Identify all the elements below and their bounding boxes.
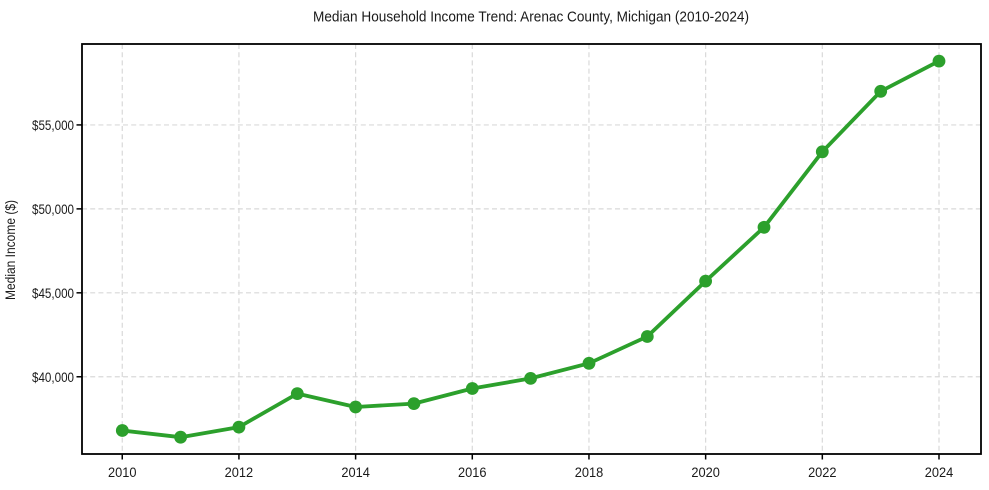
y-axis-label: Median Income ($) [3,200,18,300]
y-tick-labels: $40,000 $45,000 $50,000 $55,000 [32,118,74,385]
data-point-2022 [815,145,829,159]
x-tick-label-2010: 2010 [108,465,137,480]
y-tick-label-45000: $45,000 [32,286,74,301]
data-point-2018 [582,356,596,370]
data-point-2011 [174,430,188,444]
data-point-2013 [290,387,304,400]
x-tick-labels: 2010 2012 2014 2016 2018 2020 2022 2024 [108,465,954,480]
x-tick-label-2014: 2014 [341,465,370,480]
gridlines [82,44,981,454]
x-tick-label-2024: 2024 [925,465,954,480]
x-tick-label-2020: 2020 [691,465,720,480]
data-point-2024 [932,54,946,68]
data-point-2017 [524,372,537,385]
data-point-2016 [465,382,479,395]
chart-title: Median Household Income Trend: Arenac Co… [313,10,749,26]
data-point-2019 [640,330,654,343]
data-point-2015 [407,397,421,410]
x-tick-label-2012: 2012 [225,465,254,480]
data-point-2014 [349,400,362,414]
data-point-2010 [115,424,129,437]
data-point-2023 [874,84,888,98]
data-points [115,54,946,444]
y-tick-label-40000: $40,000 [32,370,74,385]
data-point-2020 [699,274,712,288]
plot-border [81,43,982,455]
x-tick-label-2022: 2022 [808,465,837,480]
data-point-2021 [757,220,771,234]
x-tick-label-2016: 2016 [458,465,487,480]
axis-tick-marks [76,124,940,460]
x-tick-label-2018: 2018 [575,465,604,480]
data-point-2012 [232,420,246,434]
y-tick-label-50000: $50,000 [32,202,74,217]
y-tick-label-55000: $55,000 [32,118,74,133]
